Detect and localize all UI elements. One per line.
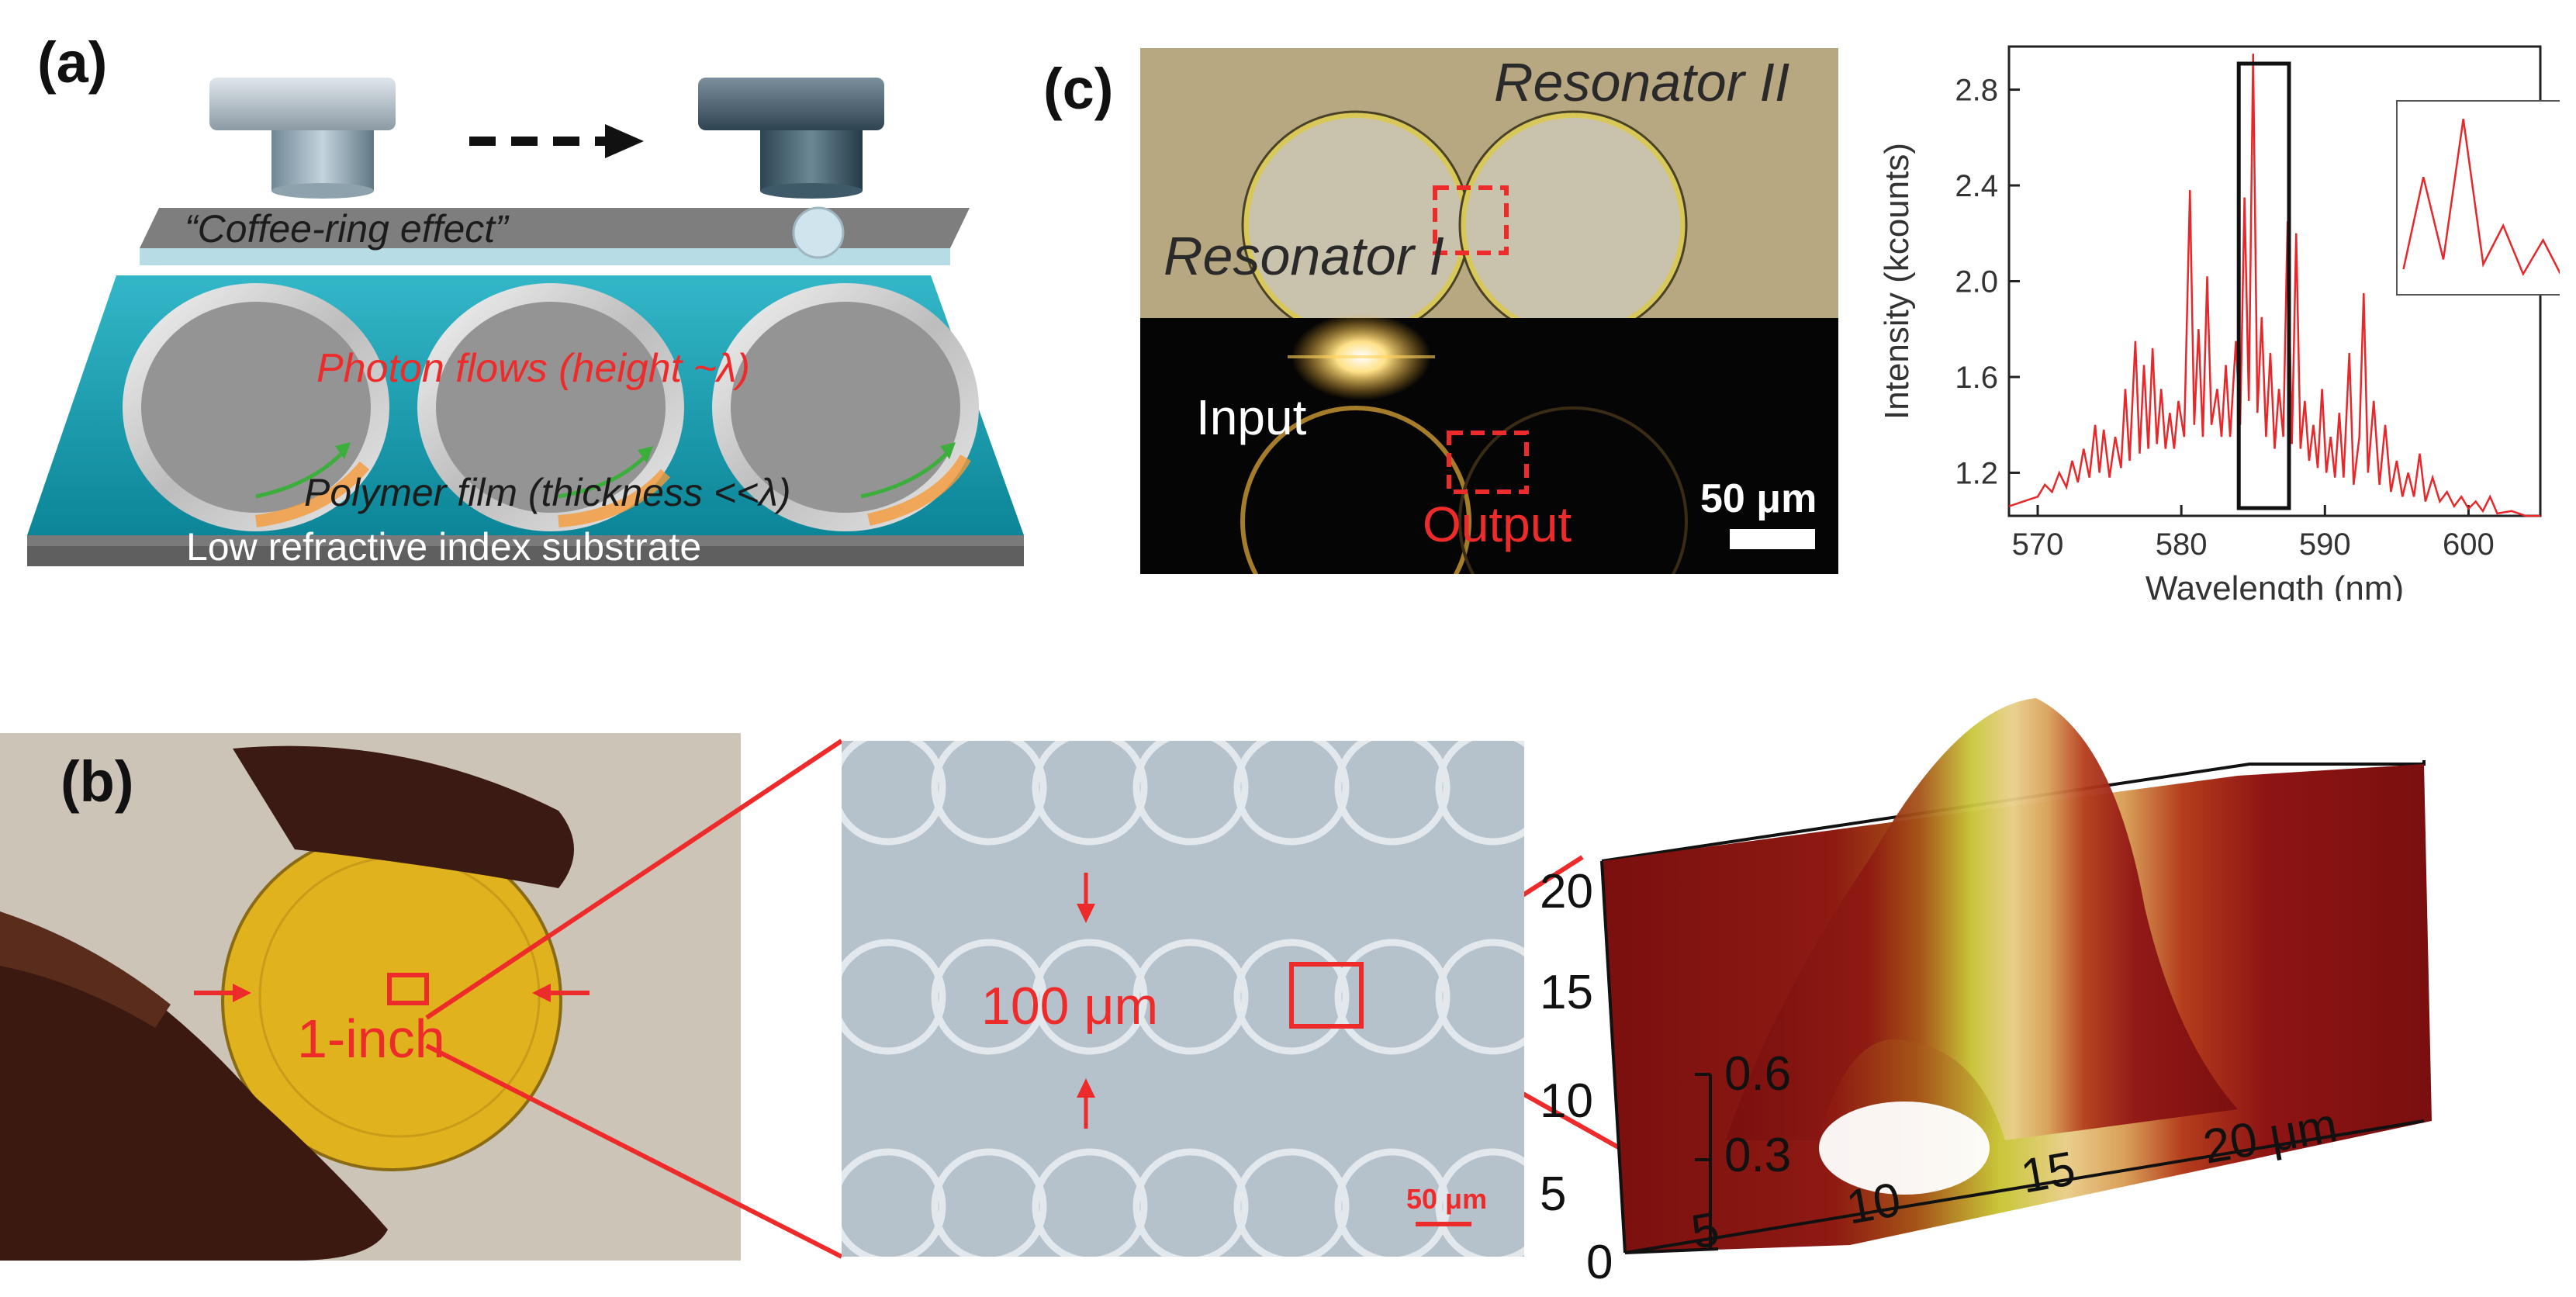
afm-x-tick: 15 xyxy=(2017,1142,2079,1204)
y-tick-label: 1.2 xyxy=(1955,456,1998,490)
spectrum-line xyxy=(2008,54,2540,517)
coffee-ring-schematic: “Coffee-ring effect” Photon flows (heigh… xyxy=(27,78,1024,569)
arrow-left-icon xyxy=(532,984,551,1002)
inset-frame xyxy=(2396,100,2560,296)
afm-y-tick: 10 xyxy=(1540,1074,1593,1128)
ring-icon xyxy=(123,283,979,531)
afm-z-tick: 0.3 xyxy=(1724,1129,1791,1182)
coupling-box xyxy=(1433,185,1509,255)
scale-bar-label: 50 μm xyxy=(1700,476,1817,521)
stamp-icon xyxy=(209,78,396,130)
micro-ring xyxy=(1233,939,1350,1055)
afm-y-tick: 20 xyxy=(1540,865,1593,918)
pitch-label: 100 μm xyxy=(981,977,1158,1036)
panel-label-b: (b) xyxy=(61,749,134,814)
flow-arrow-icon xyxy=(255,452,343,499)
micro-ring xyxy=(931,1148,1047,1257)
afm-y-tick: 5 xyxy=(1540,1167,1566,1221)
output-label: Output xyxy=(1423,496,1572,552)
ring-array-micrograph: 100 μm 50 μm xyxy=(842,741,1524,1257)
inset-line xyxy=(2402,119,2560,277)
arrow-down-icon xyxy=(1077,904,1095,923)
panel-label-c: (c) xyxy=(1043,57,1114,121)
micro-ring xyxy=(931,939,1047,1055)
wafer-photo: 1-inch xyxy=(0,733,741,1261)
resonator-1-label: Resonator I xyxy=(1164,226,1444,286)
arrow-up-icon xyxy=(1077,1078,1095,1098)
micro-ring xyxy=(1032,939,1148,1055)
micro-ring xyxy=(1032,1148,1148,1257)
y-tick-label: 2.4 xyxy=(1955,169,1998,203)
highlight-box xyxy=(2236,61,2291,510)
micro-ring xyxy=(1334,741,1451,846)
micro-ring xyxy=(1132,939,1249,1055)
afm-z-tick: 0.6 xyxy=(1724,1047,1791,1101)
x-tick-label: 580 xyxy=(2156,527,2208,562)
x-tick-label: 590 xyxy=(2299,527,2351,562)
micro-ring xyxy=(842,741,946,846)
stamp-dark-icon xyxy=(698,78,884,130)
afm-x-tick: 10 xyxy=(1842,1173,1904,1235)
photon-flows-label: Photon flows (height ~λ) xyxy=(316,346,750,391)
micro-ring xyxy=(1032,741,1148,846)
panel-label-a: (a) xyxy=(37,30,108,95)
micro-ring xyxy=(1334,939,1451,1055)
afm-x-tick: 0 xyxy=(1586,1236,1613,1288)
zoom-box-afm xyxy=(1289,962,1364,1029)
resonator-2-label: Resonator II xyxy=(1494,52,1789,112)
micro-ring xyxy=(1435,939,1524,1055)
micro-ring xyxy=(1334,1148,1451,1257)
micro-ring xyxy=(1233,1148,1350,1257)
micro-ring xyxy=(931,741,1047,846)
polymer-film-label: Polymer film (thickness <<λ) xyxy=(304,471,791,514)
afm-surface-plot: 0 5 10 15 20 μm 5 10 15 20 0.3 0.6 xyxy=(1540,698,2432,1288)
spectrum-chart: 570 580 590 600 1.2 1.6 2.0 2.4 2.8 Wavelength (n… xyxy=(1878,45,2560,601)
x-tick-label: 600 xyxy=(2443,527,2495,562)
substrate-label: Low refractive index substrate xyxy=(186,525,701,569)
y-tick-label: 2.0 xyxy=(1955,265,1998,299)
finger-bottom xyxy=(0,911,388,1261)
scale-bar-b-label: 50 μm xyxy=(1406,1183,1487,1215)
input-label: Input xyxy=(1196,389,1307,445)
coffee-ring-label: “Coffee-ring effect” xyxy=(185,207,510,251)
micro-ring xyxy=(1435,1148,1524,1257)
micro-ring xyxy=(1132,1148,1249,1257)
x-tick-label: 570 xyxy=(2012,527,2064,562)
afm-y-tick: 15 xyxy=(1540,966,1593,1019)
y-tick-label: 2.8 xyxy=(1955,74,1998,108)
micro-ring xyxy=(842,1148,946,1257)
x-axis-label: Wavelength (nm) xyxy=(2146,569,2404,601)
zoom-box xyxy=(387,973,429,1005)
micro-ring xyxy=(1132,741,1249,846)
arrow-right-icon xyxy=(233,984,251,1002)
finger-top xyxy=(233,745,574,888)
resonator-micrograph: Resonator I Resonator II Input Output 50… xyxy=(1140,48,1838,574)
scale-bar xyxy=(1730,529,1815,549)
micro-ring xyxy=(1233,741,1350,846)
output-box xyxy=(1447,431,1529,494)
wafer-size-label: 1-inch xyxy=(297,1008,445,1069)
y-tick-label: 1.6 xyxy=(1955,361,1998,395)
scale-bar-b xyxy=(1416,1222,1471,1226)
micro-ring xyxy=(842,939,946,1055)
y-axis-label: Intensity (kcounts) xyxy=(1878,143,1916,420)
droplet-icon xyxy=(792,206,845,259)
micro-ring xyxy=(1435,741,1524,846)
